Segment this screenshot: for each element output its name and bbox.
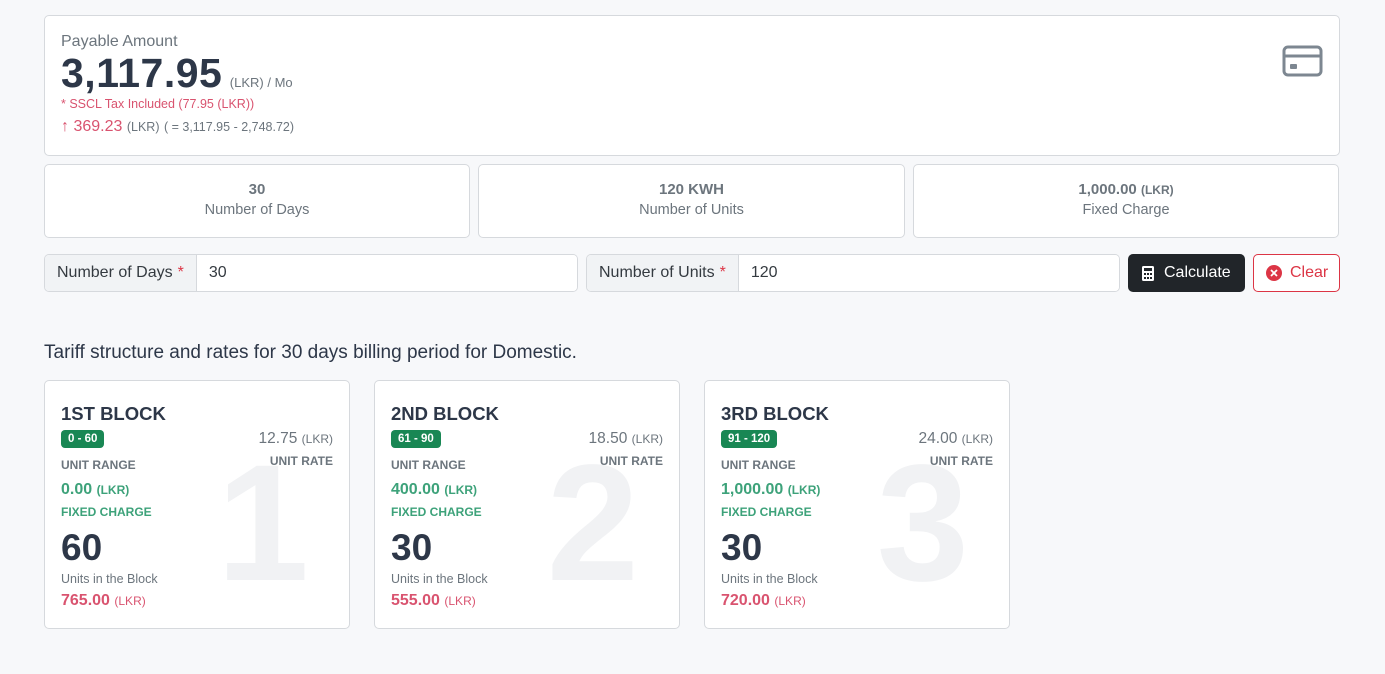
block-cost: 765.00 (LKR) [61, 592, 146, 610]
payable-label: Payable Amount [61, 33, 178, 50]
block-title: 1ST BLOCK [61, 403, 166, 424]
units-in-block: 30 [721, 527, 763, 568]
unit-rate-label: UNIT RATE [599, 454, 663, 468]
block-title: 2ND BLOCK [391, 403, 499, 424]
tax-note: * SSCL Tax Included (77.95 (LKR)) [61, 97, 255, 111]
fixed-charge-currency: (LKR) [787, 483, 821, 497]
stat-card-fixed-charge: 1,000.00 (LKR) Fixed Charge [913, 164, 1339, 238]
payable-amount-card: Payable Amount 3,117.95 (LKR) / Mo * SSC… [44, 15, 1340, 156]
unit-rate-label: UNIT RATE [929, 454, 993, 468]
units-in-block-label: Units in the Block [391, 572, 488, 586]
fixed-charge-label: FIXED CHARGE [721, 505, 812, 519]
block-cost-currency: (LKR) [774, 594, 806, 608]
unit-range-badge: 61 - 90 [391, 430, 441, 448]
days-input[interactable] [196, 255, 577, 291]
required-mark: * [719, 264, 726, 281]
block-cost: 555.00 (LKR) [391, 592, 476, 610]
unit-rate-value: 12.75 [258, 430, 298, 447]
calculator-icon [1142, 265, 1154, 281]
unit-rate-label: UNIT RATE [269, 454, 333, 468]
calculate-button[interactable]: Calculate [1128, 254, 1245, 292]
calculate-label: Calculate [1164, 264, 1231, 281]
units-input-group: Number of Units * [586, 254, 1120, 292]
unit-rate-currency: (LKR) [631, 432, 663, 446]
block-cost-value: 720.00 [721, 592, 770, 609]
fixed-charge-label: FIXED CHARGE [61, 505, 152, 519]
payable-difference: ↑ 369.23 (LKR) ( = 3,117.95 - 2,748.72) [61, 118, 294, 136]
unit-range-label: UNIT RANGE [391, 458, 466, 472]
fixed-charge-currency: (LKR) [96, 483, 130, 497]
unit-range-badge: 0 - 60 [61, 430, 105, 448]
clear-button[interactable]: Clear [1253, 254, 1340, 292]
units-label: Number of Units * [587, 255, 739, 291]
block-watermark-number: 2 [546, 431, 639, 616]
stat-value: 1,000.00 [1078, 181, 1137, 198]
stat-card-units: 120 KWH Number of Units [478, 164, 905, 238]
stat-label: Fixed Charge [1082, 202, 1170, 218]
days-label: Number of Days * [45, 255, 197, 291]
block-watermark-number: 3 [876, 431, 969, 616]
block-cost-currency: (LKR) [114, 594, 146, 608]
block-watermark-number: 1 [216, 431, 309, 616]
block-cost: 720.00 (LKR) [721, 592, 806, 610]
stat-value: 120 KWH [658, 181, 725, 198]
fixed-charge-value: 1,000.00 [721, 481, 784, 498]
block-title: 3RD BLOCK [721, 403, 829, 424]
units-input[interactable] [738, 255, 1119, 291]
unit-rate-value: 24.00 [918, 430, 958, 447]
fixed-charge-label: FIXED CHARGE [391, 505, 482, 519]
unit-rate-value: 18.50 [588, 430, 628, 447]
stat-unit: (LKR) [1140, 183, 1174, 197]
difference-value: 369.23 [73, 118, 123, 135]
days-label-text: Number of Days [57, 264, 173, 281]
units-in-block: 60 [61, 527, 103, 568]
block-cost-value: 765.00 [61, 592, 110, 609]
stat-label: Number of Units [639, 202, 744, 218]
unit-rate-currency: (LKR) [301, 432, 333, 446]
tariff-block-1: 1 1ST BLOCK 0 - 60 12.75 (LKR) UNIT RANG… [44, 380, 350, 629]
section-title: Tariff structure and rates for 30 days b… [44, 342, 577, 363]
difference-unit: (LKR) [126, 120, 160, 134]
days-input-group: Number of Days * [44, 254, 578, 292]
payable-unit: (LKR) / Mo [229, 75, 293, 90]
units-in-block: 30 [391, 527, 433, 568]
stat-card-days: 30 Number of Days [44, 164, 470, 238]
difference-formula: ( = 3,117.95 - 2,748.72) [163, 120, 295, 134]
fixed-charge: 400.00 (LKR) [391, 481, 477, 499]
unit-rate: 12.75 (LKR) [259, 430, 333, 448]
fixed-charge-currency: (LKR) [444, 483, 478, 497]
units-label-text: Number of Units [599, 264, 715, 281]
payable-amount: 3,117.95 [61, 50, 223, 96]
block-cost-value: 555.00 [391, 592, 440, 609]
fixed-charge: 1,000.00 (LKR) [721, 481, 820, 499]
stat-label: Number of Days [204, 202, 310, 218]
stat-value: 30 [248, 181, 266, 198]
unit-range-label: UNIT RANGE [61, 458, 136, 472]
payable-amount-row: 3,117.95 (LKR) / Mo [61, 50, 293, 97]
close-circle-icon [1266, 265, 1282, 281]
units-in-block-label: Units in the Block [721, 572, 818, 586]
unit-range-badge: 91 - 120 [721, 430, 778, 448]
units-in-block-label: Units in the Block [61, 572, 158, 586]
tariff-block-2: 2 2ND BLOCK 61 - 90 18.50 (LKR) UNIT RAN… [374, 380, 680, 629]
unit-rate: 18.50 (LKR) [589, 430, 663, 448]
block-cost-currency: (LKR) [444, 594, 476, 608]
fixed-charge-value: 400.00 [391, 481, 440, 498]
unit-rate: 24.00 (LKR) [919, 430, 993, 448]
arrow-up-icon: ↑ [61, 118, 69, 135]
fixed-charge-value: 0.00 [61, 481, 93, 498]
unit-rate-currency: (LKR) [961, 432, 993, 446]
credit-card-icon [1282, 45, 1323, 77]
tariff-block-3: 3 3RD BLOCK 91 - 120 24.00 (LKR) UNIT RA… [704, 380, 1010, 629]
fixed-charge: 0.00 (LKR) [61, 481, 129, 499]
required-mark: * [177, 264, 184, 281]
unit-range-label: UNIT RANGE [721, 458, 796, 472]
clear-label: Clear [1290, 264, 1329, 281]
